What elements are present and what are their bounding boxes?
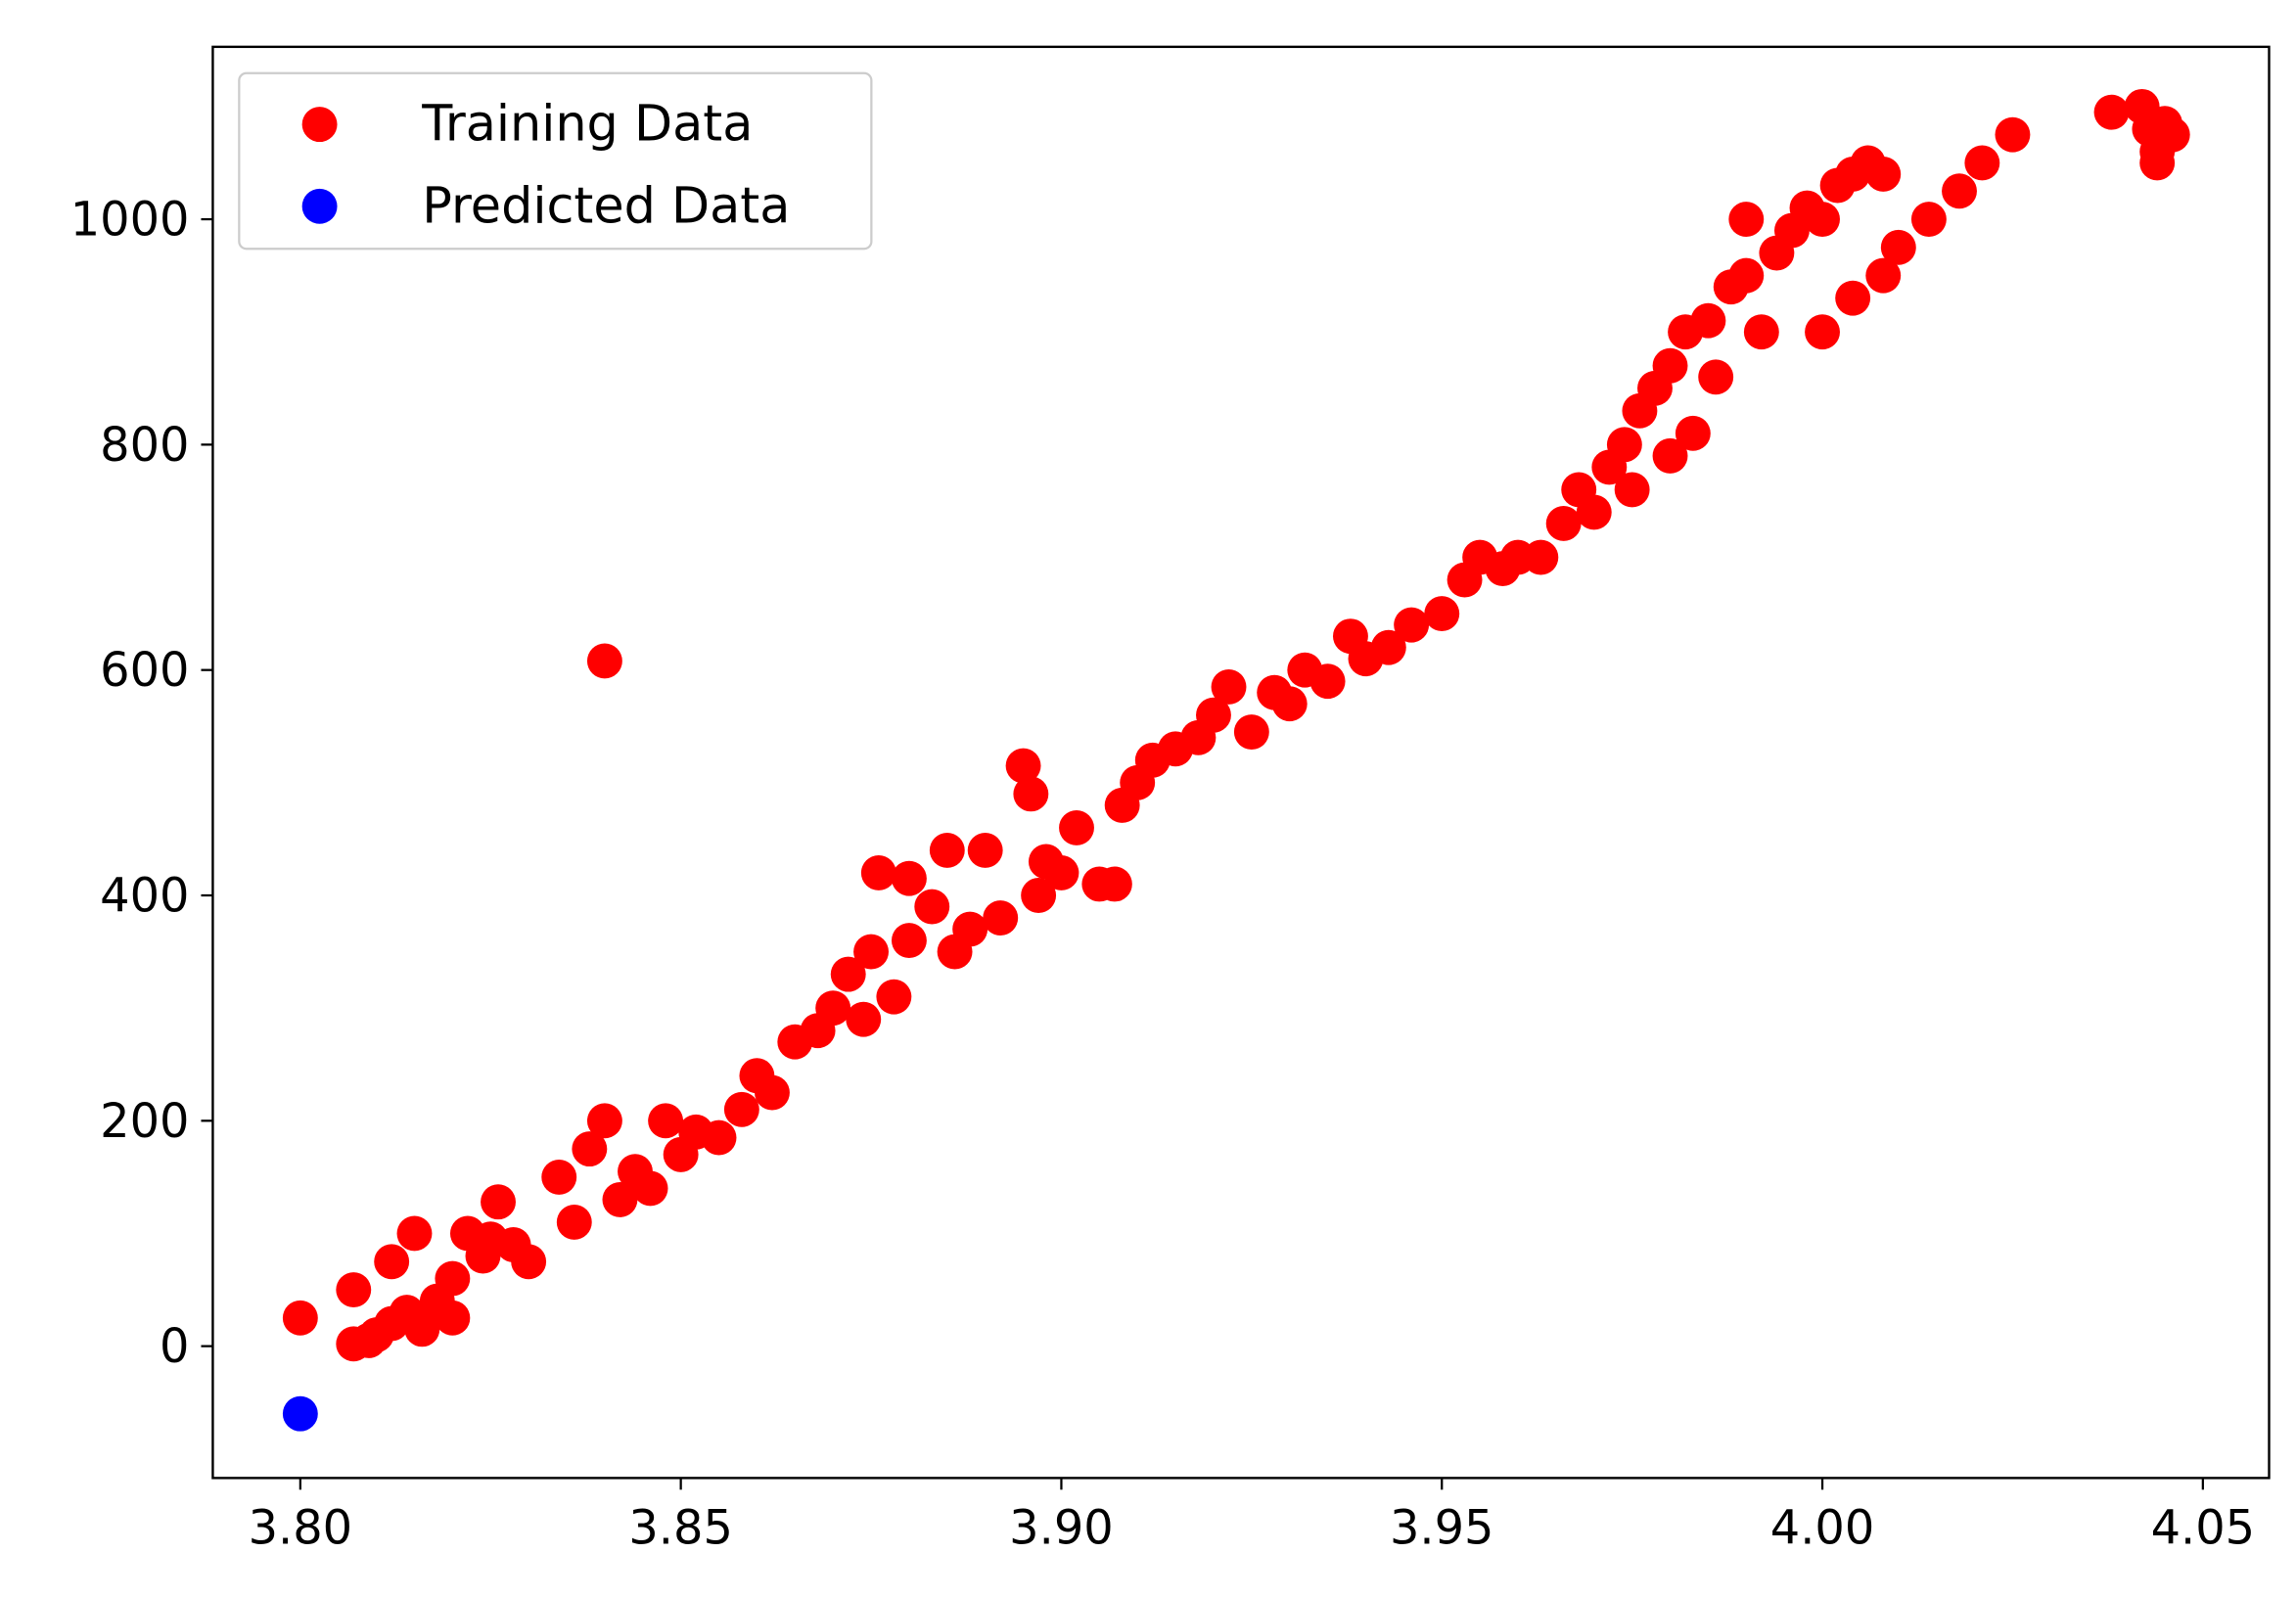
scatter-point [1728, 257, 1765, 294]
x-tick-label: 3.85 [628, 1502, 733, 1556]
scatter-point [860, 855, 896, 890]
scatter-point [556, 1205, 592, 1240]
scatter-point [632, 1170, 668, 1207]
scatter-point [586, 643, 622, 679]
scatter-point [1805, 202, 1840, 237]
scatter-point [282, 1395, 318, 1432]
scatter-point [282, 1300, 318, 1336]
legend-box [238, 71, 873, 251]
scatter-point [967, 832, 1003, 868]
scatter-point [755, 1074, 790, 1111]
scatter-point [1021, 878, 1057, 913]
scatter-point [1880, 229, 1916, 265]
scatter-point [1743, 314, 1779, 350]
scatter-point [396, 1215, 433, 1252]
scatter-point [983, 900, 1019, 936]
scatter-point [723, 1091, 759, 1127]
scatter-point [374, 1244, 410, 1280]
scatter-point [830, 956, 866, 992]
scatter-point [1196, 697, 1231, 733]
y-tick-label: 200 [100, 1095, 189, 1149]
legend-label: Training Data [421, 95, 753, 153]
scatter-point [336, 1272, 372, 1308]
scatter-point [435, 1300, 471, 1336]
scatter-point [1652, 347, 1688, 384]
y-tick-label: 600 [100, 644, 189, 698]
scatter-point [1910, 202, 1947, 237]
scatter-point [586, 1103, 622, 1139]
scatter-point [1805, 314, 1840, 350]
scatter-point [952, 911, 988, 947]
scatter-point [1614, 472, 1650, 508]
scatter-point [1271, 686, 1308, 722]
scatter-point [511, 1244, 547, 1280]
scatter-point [1013, 776, 1049, 812]
x-tick-label: 4.05 [2151, 1502, 2256, 1556]
scatter-point [891, 860, 927, 896]
scatter-point [1865, 157, 1902, 192]
scatter-point [1233, 714, 1269, 750]
scatter-point [404, 1311, 440, 1347]
scatter-point [2154, 116, 2190, 153]
scatter-point [2093, 94, 2130, 130]
scatter-point [1865, 257, 1902, 294]
scatter-point [1005, 748, 1041, 784]
scatter-point [1698, 359, 1734, 395]
scatter-point [602, 1181, 638, 1217]
scatter-point [1545, 506, 1582, 541]
scatter-point [815, 990, 851, 1027]
scatter-point [572, 1131, 608, 1167]
scatter-point [1424, 596, 1460, 632]
scatter-point [1728, 202, 1765, 237]
scatter-point [853, 934, 889, 970]
scatter-point [876, 979, 912, 1015]
scatter-point [1606, 427, 1642, 463]
scatter-point [648, 1103, 684, 1139]
scatter-point [1690, 302, 1726, 339]
scatter-point [1576, 494, 1612, 530]
scatter-point [1523, 539, 1559, 575]
scatter-point [1043, 855, 1079, 890]
scatter-point [1995, 116, 2031, 153]
y-tick-label: 800 [100, 419, 189, 473]
x-tick-label: 3.95 [1390, 1502, 1494, 1556]
scatter-point [435, 1260, 471, 1297]
y-tick-label: 1000 [70, 193, 190, 247]
y-tick-label: 0 [160, 1320, 189, 1374]
scatter-point [1096, 866, 1132, 902]
scatter-point [1652, 437, 1688, 474]
scatter-point [1835, 280, 1871, 316]
scatter-point [929, 832, 965, 868]
scatter-point [891, 923, 927, 959]
scatter-point [541, 1159, 577, 1195]
scatter-point [1059, 809, 1094, 845]
x-tick-label: 4.00 [1770, 1502, 1875, 1556]
scatter-point [846, 1001, 882, 1037]
scatter-point [701, 1119, 737, 1156]
x-tick-label: 3.90 [1009, 1502, 1114, 1556]
plot-frame [211, 45, 2271, 1480]
scatter-point [1675, 415, 1711, 451]
scatter-point [1964, 145, 2000, 181]
scatter-point [2139, 145, 2176, 181]
legend: Training Data Predicted Data [238, 71, 873, 251]
scatter-point [914, 889, 950, 925]
scatter-point [1309, 663, 1346, 700]
scatter-point [1211, 669, 1247, 705]
scatter-point [1942, 173, 1977, 209]
scatter-point [1394, 607, 1430, 643]
legend-marker [301, 107, 338, 143]
x-tick-label: 3.80 [249, 1502, 353, 1556]
legend-label: Predicted Data [422, 176, 790, 234]
scatter-point [481, 1184, 516, 1220]
legend-marker [301, 188, 338, 224]
scatter-point [1370, 629, 1406, 665]
y-tick-label: 400 [100, 869, 189, 923]
